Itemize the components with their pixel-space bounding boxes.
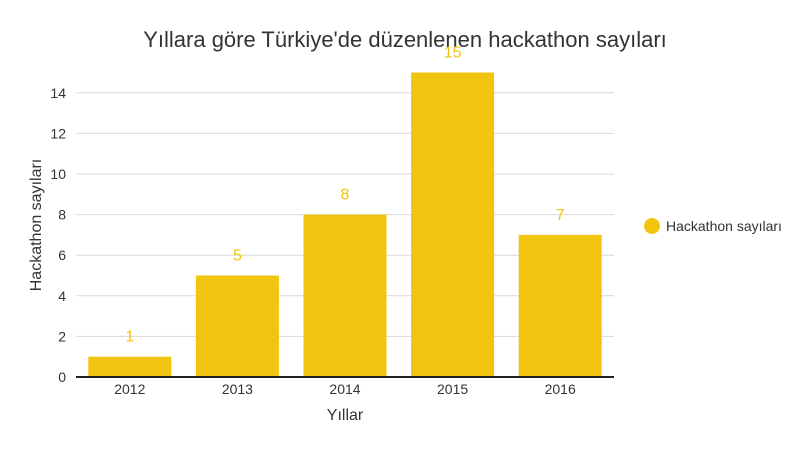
data-label-2015: 15 [444,45,462,62]
x-tick-label: 2013 [222,381,253,397]
legend-swatch [644,218,660,234]
data-label-2014: 8 [341,187,350,204]
x-tick-label: 2016 [545,381,576,397]
data-label-2016: 7 [556,207,565,224]
y-axis-title: Hackathon sayıları [28,159,45,292]
bar-2016[interactable] [518,234,602,377]
y-tick-label: 2 [58,328,66,344]
y-tick-label: 4 [58,288,66,304]
x-tick-label: 2014 [329,381,360,397]
legend-label: Hackathon sayıları [666,218,782,234]
x-tick-label: 2015 [437,381,468,397]
y-tick-label: 10 [50,166,66,182]
y-tick-label: 12 [50,125,66,141]
y-tick-label: 14 [50,85,66,101]
y-tick-label: 0 [58,369,66,385]
y-tick-label: 8 [58,207,66,223]
chart-title: Yıllara göre Türkiye'de düzenlenen hacka… [143,27,667,52]
x-axis-ticks: 2012 2013 2014 2015 2016 [114,381,576,397]
bars [88,72,602,378]
x-axis-title: Yıllar [327,407,364,424]
x-tick-label: 2012 [114,381,145,397]
y-tick-label: 6 [58,247,66,263]
legend[interactable]: Hackathon sayıları [644,218,782,234]
bar-2012[interactable] [88,356,172,377]
bar-2015[interactable] [411,72,495,378]
data-label-2013: 5 [233,248,242,265]
bar-2014[interactable] [303,214,387,377]
data-label-2012: 1 [125,329,134,346]
bar-2013[interactable] [195,275,279,378]
y-axis-ticks: 0 2 4 6 8 10 12 14 [50,85,66,385]
